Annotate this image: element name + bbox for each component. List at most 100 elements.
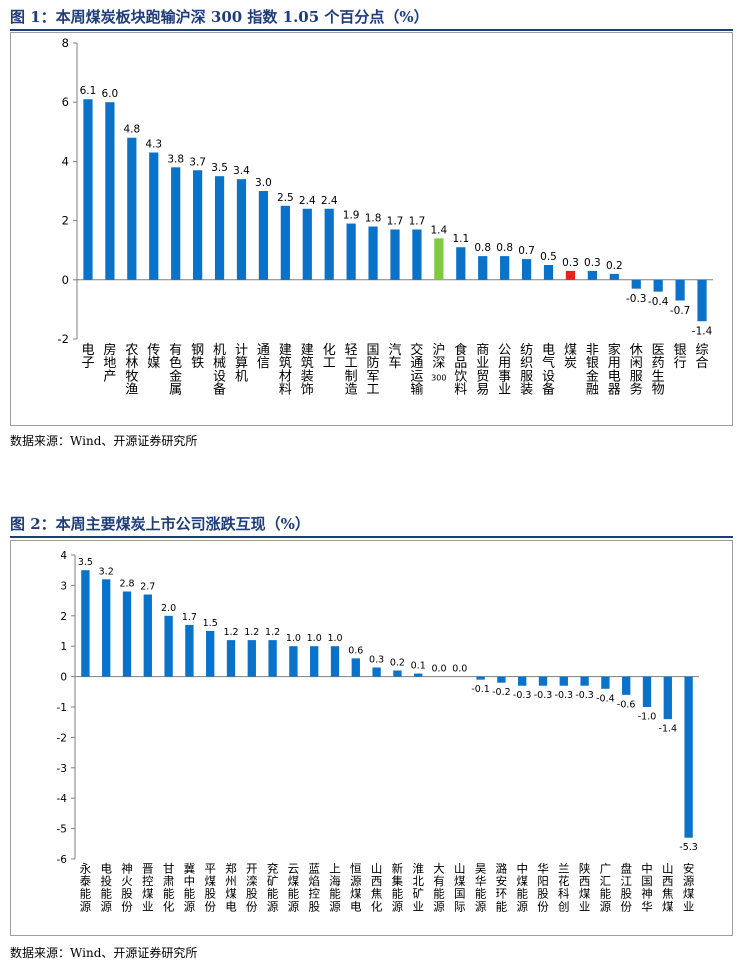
y-tick-label: -3 [57, 763, 67, 775]
category-label: 甘肃能化 [163, 862, 175, 914]
figure1-source: 数据来源：Wind、开源证券研究所 [10, 434, 198, 448]
category-label: 中煤能源 [516, 862, 528, 914]
bar [280, 205, 290, 280]
bar [236, 179, 247, 280]
category-label: 机械设备 [213, 343, 226, 398]
bar-value-label: 1.0 [327, 633, 342, 644]
bar [214, 176, 225, 280]
bar-value-label: 3.5 [78, 557, 93, 568]
category-label: 冀中能源 [184, 862, 196, 914]
category-label: 汽车 [388, 343, 401, 371]
bar [171, 167, 181, 280]
figure1-title: 图 1：本周煤炭板块跑输沪深 300 指数 1.05 个百分点（%） [10, 8, 429, 26]
bar [368, 226, 378, 280]
bar [622, 676, 631, 695]
bar [609, 273, 619, 280]
category-label: 房地产 [103, 342, 116, 384]
bar [143, 594, 152, 677]
bar [310, 646, 319, 677]
figure1-chart: -2 0 2 4 6 8 6.1 电子 6.0 房地产 4.8 农林牧渔 4.3 传媒 3.8 有色金属 3.7… [10, 32, 733, 426]
bar [456, 247, 466, 280]
category-label: 兖矿能源 [267, 862, 279, 914]
bar-value-label: 3.2 [99, 566, 114, 577]
category-label: 神火股份 [121, 862, 133, 914]
bar [149, 152, 159, 280]
bar-value-label: 4.3 [145, 139, 162, 151]
category-label: 恒源煤电 [350, 862, 362, 914]
category-label: 电气设备 [542, 343, 555, 398]
bar-value-label: 0.2 [390, 658, 405, 669]
bar [164, 615, 173, 677]
bar [642, 676, 652, 707]
bar-value-label: -0.3 [513, 690, 532, 701]
bar-value-label: -0.3 [534, 690, 553, 701]
bar-value-label: -1.0 [638, 712, 657, 723]
bar [206, 631, 215, 677]
category-label: 钢铁 [191, 343, 204, 371]
bar [390, 229, 400, 280]
y-tick-label: 0 [60, 672, 67, 684]
bar-value-label: 1.7 [387, 215, 404, 227]
category-label: 晋控煤业 [142, 862, 154, 914]
bar [518, 676, 527, 686]
bar-value-label: -1.4 [659, 724, 678, 735]
bar [324, 208, 334, 280]
category-label: 轻工制造 [345, 343, 358, 398]
bar-value-label: 2.4 [321, 195, 338, 207]
bar-value-label: 6.1 [80, 85, 97, 97]
category-label: 安源煤业 [683, 862, 695, 914]
bar-value-label: 2.8 [119, 578, 134, 589]
bar [434, 238, 444, 280]
bar [653, 279, 663, 292]
category-label: 国防军工 [367, 343, 380, 398]
bar [538, 676, 548, 686]
bar [601, 676, 610, 689]
bar [478, 256, 488, 280]
category-label: 开滦股份 [246, 862, 258, 914]
bar [102, 579, 111, 677]
bar-value-label: 1.2 [223, 627, 238, 638]
bar [631, 279, 641, 289]
bar-value-label: 4.8 [123, 124, 140, 136]
category-label: 兰花科创 [558, 862, 570, 914]
bar-value-label: 1.7 [182, 612, 197, 623]
bar [351, 658, 360, 677]
bar [559, 676, 568, 686]
bar-value-label: 0.0 [431, 664, 446, 675]
category-label: 永泰能源 [80, 862, 92, 914]
category-label: 家用电器 [608, 342, 621, 398]
bar [226, 640, 236, 677]
bar-value-label: 3.5 [211, 162, 228, 174]
y-tick-label: -4 [57, 793, 68, 805]
bar-value-label: -0.7 [670, 305, 691, 317]
bar [476, 676, 485, 680]
figure2-title-rule [10, 536, 733, 538]
bar [258, 191, 269, 280]
category-label: 农林牧渔 [125, 343, 138, 398]
category-label: 医药生物 [652, 343, 665, 398]
bar [185, 624, 194, 677]
bar-value-label: 1.9 [343, 210, 360, 222]
category-label: 大有能源 [433, 862, 445, 914]
category-label: 云煤能源 [288, 862, 300, 914]
category-label: 交通运输 [410, 342, 423, 398]
bar-value-label: 2.0 [161, 603, 176, 614]
y-tick-label: 0 [62, 273, 69, 287]
bar-value-label: 1.7 [409, 215, 426, 227]
y-tick-label: 2 [60, 611, 67, 623]
category-label: 建筑装饰 [301, 343, 314, 398]
y-tick-label: 8 [62, 36, 69, 50]
bar [565, 270, 576, 280]
category-label: 山煤国际 [454, 862, 466, 914]
category-label: 通信 [257, 343, 270, 371]
bar [580, 676, 589, 686]
bar-value-label: 1.1 [452, 233, 469, 245]
category-label: 陕西煤业 [579, 862, 591, 914]
figure2-chart: -6 -5 -4 -3 -2 -1 0 1 2 3 4 3.5 永泰能源 3.2 电投能源 2.8 神火股份 2.… [10, 540, 733, 936]
y-tick-label: -5 [57, 824, 67, 836]
bar-value-label: 1.4 [431, 224, 448, 236]
category-label: 建筑材料 [279, 343, 292, 398]
bar-value-label: 1.2 [265, 627, 280, 638]
bar [684, 676, 693, 838]
bar-value-label: -5.3 [679, 842, 698, 853]
